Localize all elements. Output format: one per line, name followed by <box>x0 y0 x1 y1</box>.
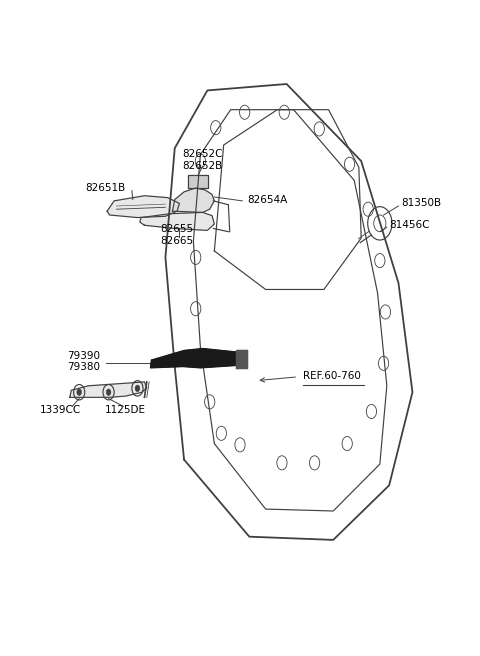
Polygon shape <box>140 213 215 230</box>
Circle shape <box>106 389 111 396</box>
Circle shape <box>135 385 140 392</box>
Text: 81456C: 81456C <box>389 220 430 230</box>
Polygon shape <box>70 382 147 398</box>
Text: 82651B: 82651B <box>85 183 126 193</box>
Polygon shape <box>107 195 180 218</box>
Polygon shape <box>188 175 208 188</box>
Text: 82655
82665: 82655 82665 <box>160 224 193 246</box>
Polygon shape <box>236 350 247 368</box>
Text: REF.60-760: REF.60-760 <box>303 371 361 381</box>
Text: 81350B: 81350B <box>401 198 441 208</box>
Text: 1339CC: 1339CC <box>40 405 81 415</box>
Text: 79390
79380: 79390 79380 <box>67 350 100 372</box>
Text: 82652C
82652B: 82652C 82652B <box>182 149 223 171</box>
Text: 82654A: 82654A <box>247 195 287 205</box>
Text: 1125DE: 1125DE <box>105 405 146 415</box>
Polygon shape <box>172 188 215 213</box>
Circle shape <box>77 389 82 396</box>
Polygon shape <box>151 348 241 368</box>
